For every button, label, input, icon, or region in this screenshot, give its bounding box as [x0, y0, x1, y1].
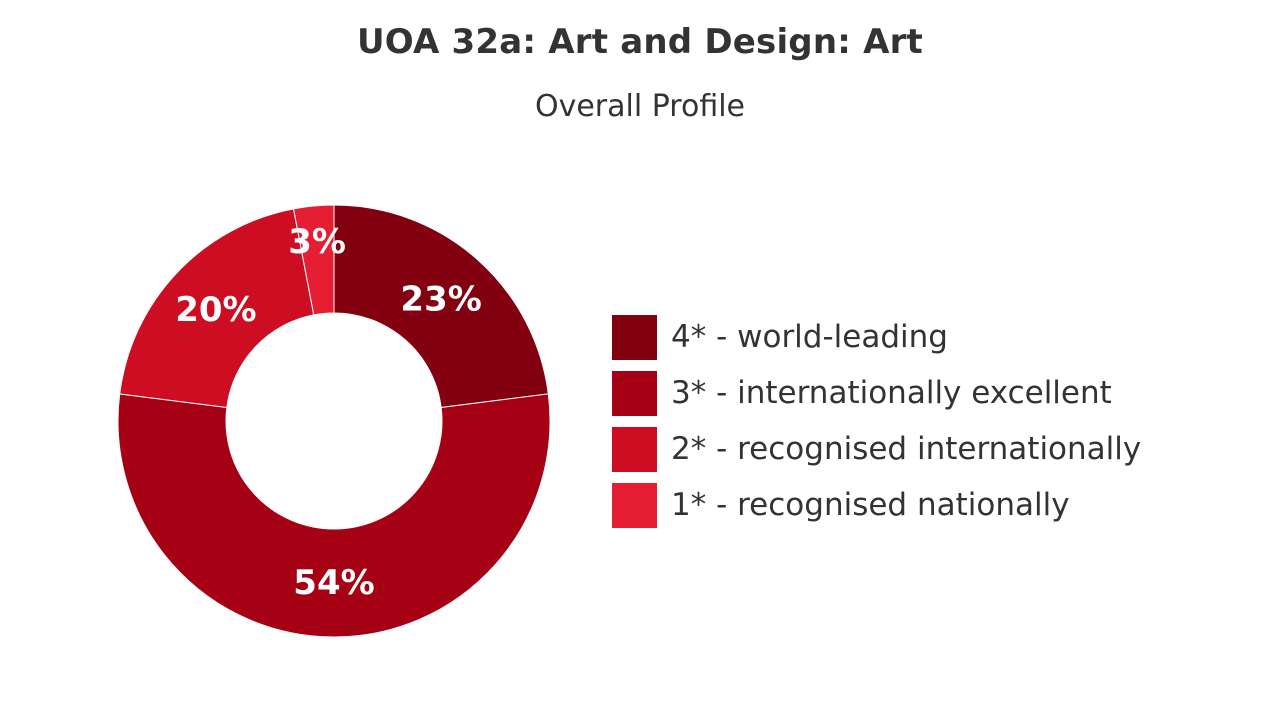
chart-legend: 4* - world-leading 3* - internationally e… [612, 314, 1141, 538]
legend-item: 1* - recognised nationally [612, 482, 1141, 528]
donut-slices [117, 204, 551, 638]
legend-label: 2* - recognised internationally [671, 431, 1142, 467]
legend-item: 2* - recognised internationally [612, 426, 1141, 472]
slice-data-label: 20% [175, 290, 256, 330]
legend-label: 4* - world-leading [671, 319, 948, 355]
legend-swatch [612, 482, 657, 528]
donut-slice [119, 208, 315, 409]
legend-item: 3* - internationally excellent [612, 370, 1141, 416]
donut-slice [117, 393, 551, 638]
donut-slice [292, 204, 335, 316]
chart-title: UOA 32a: Art and Design: Art [356, 22, 924, 62]
legend-label: 3* - internationally excellent [671, 375, 1112, 411]
legend-label: 1* - recognised nationally [671, 487, 1070, 523]
legend-swatch [612, 314, 657, 360]
slice-data-label: 3% [288, 222, 346, 262]
donut-labels: 23% 54% 20% 3% [175, 222, 482, 603]
donut-slice [333, 204, 549, 409]
chart-subtitle: Overall Profile [534, 89, 746, 124]
legend-item: 4* - world-leading [612, 314, 1141, 360]
slice-data-label: 54% [293, 563, 374, 603]
legend-swatch [612, 426, 657, 472]
slice-data-label: 23% [400, 279, 481, 319]
legend-swatch [612, 370, 657, 416]
